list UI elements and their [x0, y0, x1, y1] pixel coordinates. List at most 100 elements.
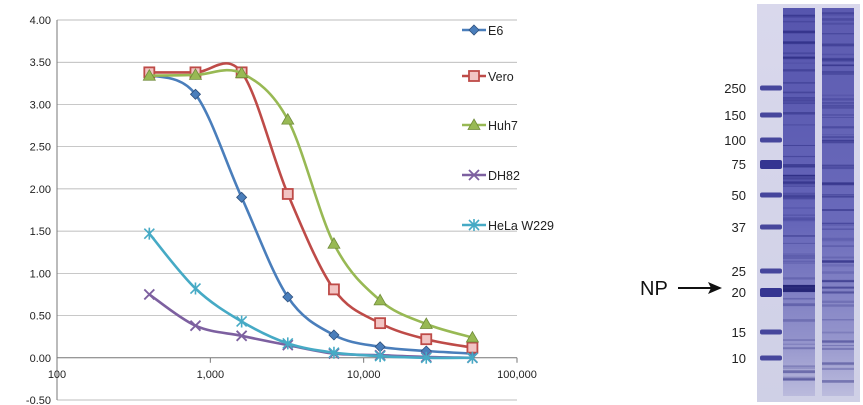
line-chart: 4.00 3.50 3.00 2.50 2.00 1.50 1.00 0.50 0.00 -0.5…	[26, 15, 554, 405]
y-tick-label: -0.50	[26, 395, 51, 405]
data-point	[236, 191, 248, 203]
legend-entry: Huh7	[462, 118, 518, 133]
lane-band	[822, 300, 854, 303]
lane-band	[822, 345, 854, 347]
lane-band	[822, 44, 854, 47]
lane-band	[822, 222, 854, 224]
series-line	[148, 62, 474, 349]
np-label: NP	[640, 278, 668, 300]
lane-band	[822, 209, 854, 212]
lane-band	[783, 14, 815, 17]
ladder-band	[760, 137, 782, 143]
lane-band	[822, 286, 854, 289]
lane-band	[822, 22, 854, 25]
lane-bands	[783, 12, 854, 383]
lane-band	[783, 181, 815, 185]
data-point	[281, 112, 295, 125]
y-tick-label: 0.50	[30, 311, 51, 323]
lane-band	[783, 52, 815, 55]
lane-band	[822, 139, 854, 141]
marker-label: 15	[732, 325, 746, 340]
legend-swatch-marker	[468, 70, 480, 82]
data-point	[143, 288, 155, 301]
lane-band	[822, 70, 854, 74]
data-point	[420, 333, 433, 346]
lane-band	[783, 98, 815, 102]
data-point	[282, 291, 294, 303]
lane-band	[783, 255, 815, 257]
lane-band	[783, 277, 815, 280]
lane-band	[783, 41, 815, 45]
lane-band	[822, 347, 854, 350]
lane-band	[783, 56, 815, 60]
lane-band	[783, 347, 815, 350]
legend-label: HeLa W229	[488, 219, 554, 233]
lane-band	[783, 185, 815, 187]
lane-band	[783, 180, 815, 184]
lane-band	[783, 176, 815, 180]
lane-band	[783, 41, 815, 44]
lane-band	[822, 195, 854, 198]
lane-band	[822, 319, 854, 321]
lane-band	[822, 264, 854, 267]
lane-band	[822, 280, 854, 282]
np-band	[783, 285, 815, 292]
lane-band	[822, 73, 854, 75]
legend: E6 Vero Huh7 DH82 HeLa W229	[462, 24, 554, 233]
data-point	[328, 346, 340, 359]
lane-band	[783, 192, 815, 194]
lane-band	[822, 102, 854, 104]
legend-swatch-marker	[468, 24, 480, 36]
lane-band	[822, 126, 854, 128]
lane-band	[822, 184, 854, 186]
data-point	[234, 66, 249, 79]
marker-labels: 250 150 100 75 50 37 25 20 15 10	[724, 81, 746, 366]
x-tick-label: 100	[48, 369, 66, 381]
marker-label: 20	[732, 285, 746, 300]
data-point	[235, 330, 248, 342]
lane-band	[822, 117, 854, 118]
lane-band	[783, 174, 815, 177]
ladder-bands	[760, 85, 782, 361]
lane-band	[783, 260, 815, 263]
marker-label: 250	[724, 81, 746, 96]
lane-band	[822, 65, 854, 67]
lane-band	[822, 104, 854, 107]
lane-band	[783, 367, 815, 369]
lane-band	[822, 114, 854, 116]
ladder-band	[760, 329, 782, 335]
lane-band	[822, 183, 854, 185]
legend-entry: DH82	[462, 169, 520, 183]
lane-band	[783, 319, 815, 323]
y-tick-label: 4.00	[30, 15, 51, 27]
series-vero	[143, 62, 479, 354]
gel-lane-1	[783, 8, 815, 396]
data-point	[328, 329, 340, 341]
series-line	[148, 73, 474, 355]
lane-band	[822, 64, 854, 66]
lane-band	[783, 297, 815, 300]
data-point	[373, 293, 387, 306]
x-tick-label: 1,000	[197, 369, 225, 381]
legend-label: Huh7	[488, 119, 518, 133]
lane-band	[822, 290, 854, 294]
marker-label: 37	[732, 220, 746, 235]
lane-band	[822, 281, 854, 283]
data-point	[466, 351, 478, 364]
lane-band	[783, 62, 815, 64]
lane-band	[783, 365, 815, 367]
lane-band	[822, 53, 854, 56]
lane-band	[822, 292, 854, 294]
lane-band	[783, 178, 815, 180]
lane-band	[822, 245, 854, 247]
lane-band	[822, 228, 854, 230]
lane-band	[822, 98, 854, 101]
legend-label: E6	[488, 24, 503, 38]
lane-band	[783, 235, 815, 237]
lane-band	[783, 102, 815, 105]
data-point	[188, 68, 203, 80]
lane-band	[822, 362, 854, 365]
legend-swatch-marker	[468, 219, 480, 231]
marker-label: 25	[732, 264, 746, 279]
